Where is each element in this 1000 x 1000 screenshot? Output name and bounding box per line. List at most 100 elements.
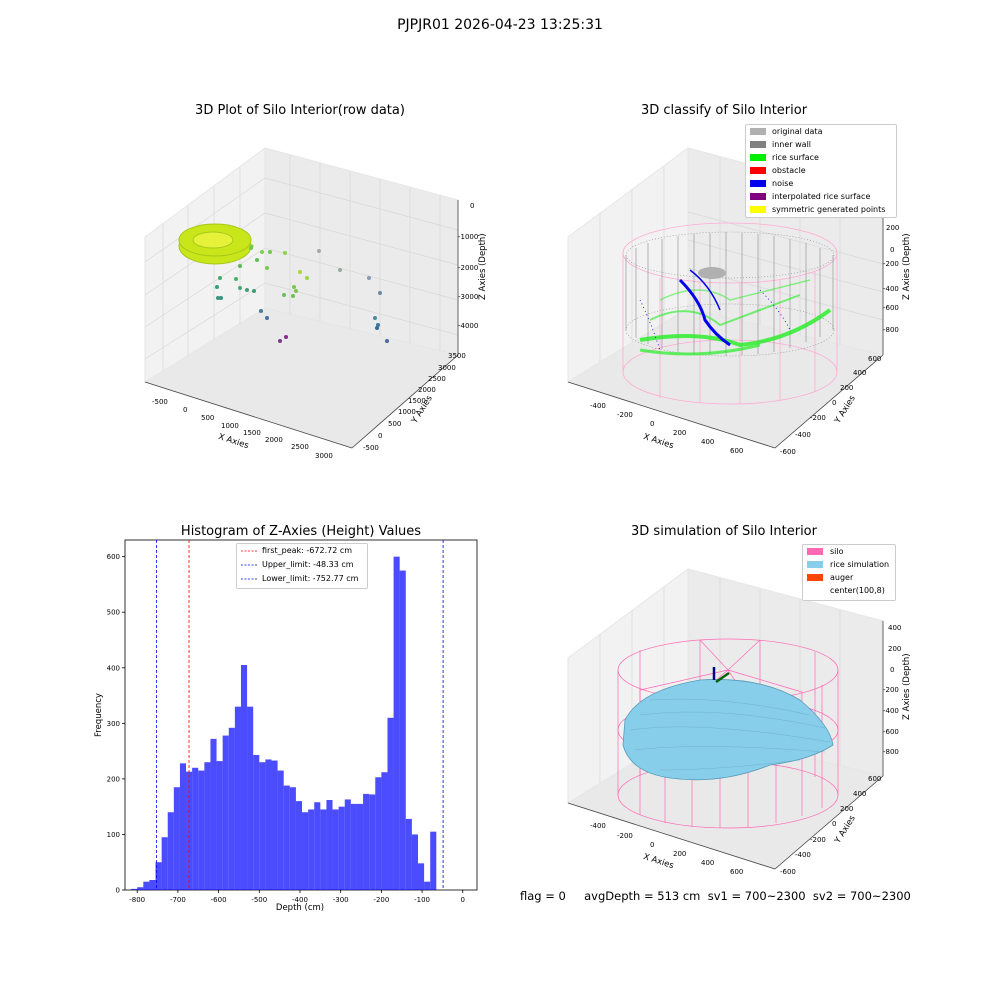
raw-scatter-points [215,244,389,343]
hist-bar [314,802,321,890]
legend-swatch [807,574,823,581]
hist-xtick-label: -300 [333,896,349,904]
hist-bar [350,803,357,890]
hist-xtick-label: -500 [251,896,267,904]
hist-xticks: -800 -700 -600 -500 -400 -300 -200 -100 0 [129,890,465,904]
hist-bar [393,556,400,890]
hist-ytick-label: 500 [107,609,120,617]
hist-bar [344,799,351,890]
hist-bar [271,760,278,890]
hist-bar [155,862,162,890]
sim-axis-lines [567,621,884,870]
legend-swatch [807,548,823,555]
hist-bar [399,570,406,890]
legend-label: auger [830,573,854,582]
hist-legend-label: Upper_limit: -48.33 cm [262,560,354,569]
hist-xtick-label: -100 [414,896,430,904]
sim-auger [712,667,730,684]
hist-legend-label: Lower_limit: -752.77 cm [262,574,359,583]
legend-label: center(100,8) [830,586,885,595]
hist-bar [198,770,205,890]
classify-axis-lines [567,200,884,449]
legend-swatch [750,154,766,161]
hist-bar [295,801,303,890]
legend-label: rice simulation [830,560,890,569]
hist-bar [173,787,180,890]
hist-bar [210,738,217,890]
hist-bar [137,887,144,890]
hist-bar [204,762,211,890]
hist-bar [240,665,248,890]
hist-bar [149,880,156,890]
legend-swatch [750,141,766,148]
hist-bar [216,761,223,890]
hist-bar [332,809,339,890]
hist-bar [356,803,364,890]
hist-bar [131,888,138,890]
legend-label: interpolated rice surface [772,192,871,201]
legend-swatch [750,180,766,187]
classify-original-data [698,267,726,279]
hist-ytick-label: 300 [107,720,120,728]
hist-ytick-label: 0 [116,887,120,895]
hist-title: Histogram of Z-Axies (Height) Values [180,524,422,539]
hist-bar [289,787,296,890]
simulation-legend: silo rice simulation auger center(100,8) [802,544,896,601]
hist-legend-label: first_peak: -672.72 cm [262,546,353,555]
legend-swatch [750,193,766,200]
hist-bar [381,772,388,890]
hist-bar [363,793,370,890]
hist-bar [369,794,376,890]
hist-ytick-label: 100 [107,831,120,839]
hist-xtick-label: -700 [170,896,186,904]
hist-legend-lines [241,550,257,580]
hist-yticks: 0 100 200 300 400 500 600 [107,553,125,895]
hist-bar [253,755,260,890]
classify-plot-title: 3D classify of Silo Interior [640,103,808,118]
sim-rice-surface [622,679,834,781]
hist-bar [430,831,437,890]
hist-bar [228,727,235,890]
hist-bar [259,762,266,890]
legend-swatch [807,561,823,568]
simulation-plot-title: 3D simulation of Silo Interior [631,524,817,539]
legend-label: silo [830,547,844,556]
hist-bar [405,818,412,890]
legend-swatch [750,206,766,213]
legend-label: symmetric generated points [772,205,886,214]
raw-rice-ring [178,223,252,265]
hist-bar [387,717,394,890]
hist-bar [247,706,254,890]
legend-swatch [750,167,766,174]
hist-bar [411,834,418,890]
hist-xtick-label: -200 [373,896,389,904]
classify-legend: original data inner wall rice surface ob… [745,124,897,218]
hist-bar [375,777,382,890]
sim-rice-mesh [629,698,831,771]
hist-xtick-label: -600 [211,896,227,904]
hist-bar [417,863,425,890]
sim-zaxis-label: Z Axies (Depth) [902,653,912,720]
hist-bar [424,881,431,890]
legend-swatch [750,128,766,135]
hist-legend: first_peak: -672.72 cm Upper_limit: -48.… [236,543,368,589]
classify-rice-surface [639,279,832,356]
hist-bar [167,812,174,890]
hist-xaxis-label: Depth (cm) [275,903,325,913]
hist-bar [326,800,333,890]
raw-grid-lines [144,155,459,371]
raw-axis-lines [144,200,459,449]
hist-xtick-label: 0 [461,896,465,904]
legend-label: noise [772,179,794,188]
hist-bar [192,767,199,890]
hist-xtick-label: -400 [292,896,308,904]
hist-ytick-label: 600 [107,553,120,561]
status-footer: flag = 0 avgDepth = 513 cm sv1 = 700~230… [520,889,911,903]
hist-xtick-label: -800 [129,896,145,904]
legend-label: rice surface [772,153,819,162]
hist-bar [143,881,150,890]
hist-bar [161,837,168,890]
